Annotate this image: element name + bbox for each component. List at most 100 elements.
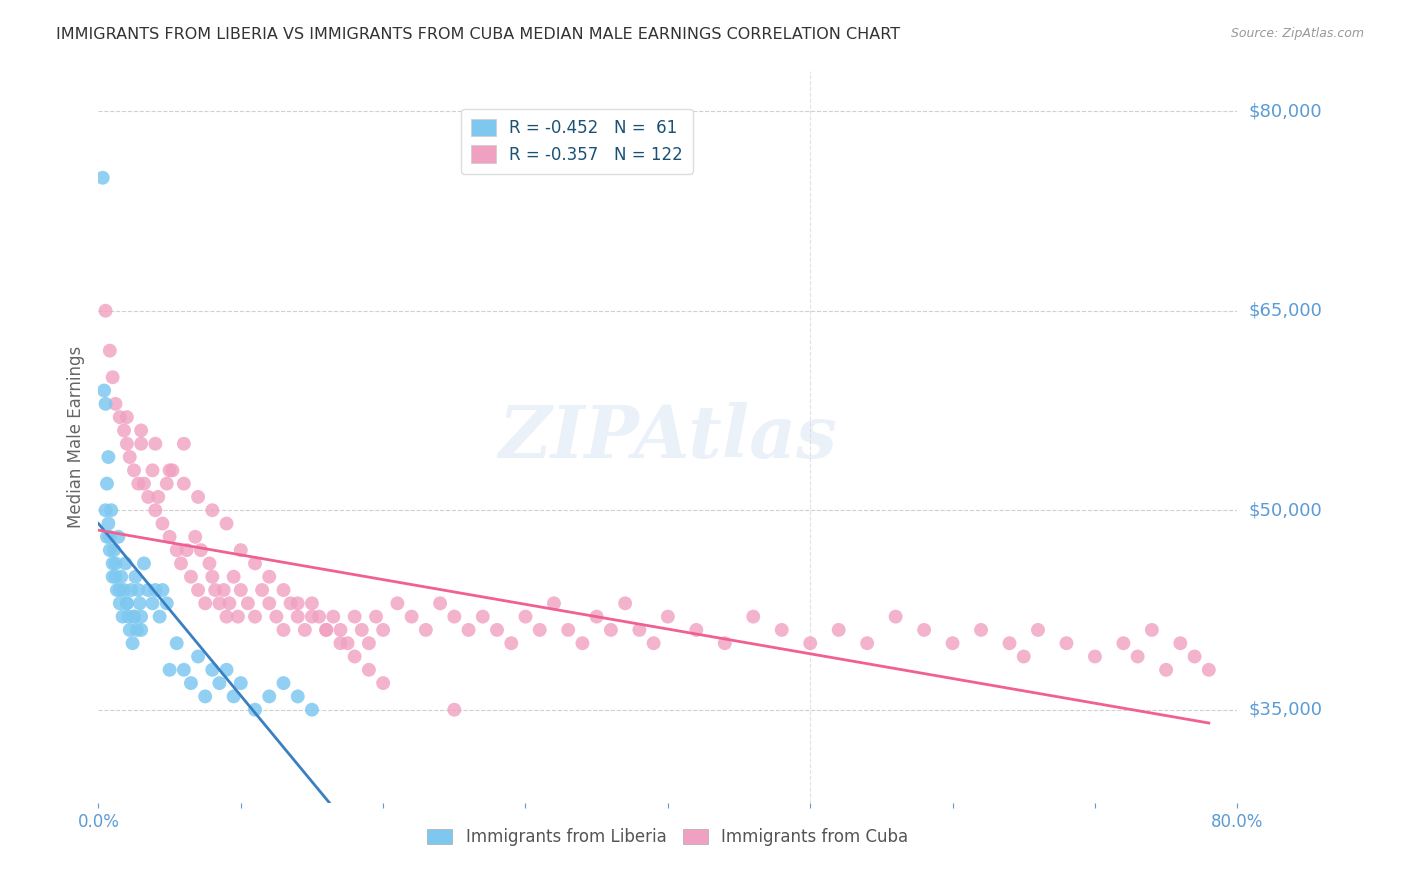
Immigrants from Liberia: [152, 582, 174, 597]
Immigrants from Liberia: [115, 596, 138, 610]
Immigrants from Cuba: [614, 596, 637, 610]
Immigrants from Liberia: [187, 649, 209, 664]
Immigrants from Cuba: [387, 596, 409, 610]
Immigrants from Liberia: [112, 582, 135, 597]
Immigrants from Cuba: [222, 570, 245, 584]
Y-axis label: Median Male Earnings: Median Male Earnings: [66, 346, 84, 528]
Immigrants from Cuba: [301, 596, 323, 610]
Immigrants from Cuba: [287, 609, 309, 624]
Immigrants from Cuba: [371, 676, 394, 690]
Immigrants from Cuba: [799, 636, 821, 650]
Immigrants from Liberia: [94, 397, 117, 411]
Immigrants from Cuba: [273, 582, 295, 597]
Immigrants from Cuba: [280, 596, 302, 610]
Immigrants from Cuba: [429, 596, 451, 610]
Immigrants from Cuba: [208, 596, 231, 610]
Immigrants from Liberia: [96, 530, 118, 544]
Immigrants from Liberia: [105, 582, 128, 597]
Immigrants from Liberia: [97, 450, 120, 464]
Immigrants from Liberia: [129, 623, 152, 637]
Immigrants from Liberia: [108, 582, 131, 597]
Immigrants from Liberia: [173, 663, 195, 677]
Immigrants from Cuba: [443, 609, 465, 624]
Immigrants from Cuba: [115, 436, 138, 450]
Immigrants from Liberia: [136, 582, 159, 597]
Immigrants from Liberia: [129, 609, 152, 624]
Immigrants from Cuba: [129, 436, 152, 450]
Immigrants from Liberia: [101, 570, 124, 584]
Immigrants from Cuba: [187, 490, 209, 504]
Immigrants from Cuba: [198, 557, 221, 571]
Immigrants from Liberia: [243, 703, 266, 717]
Immigrants from Cuba: [585, 609, 607, 624]
Immigrants from Cuba: [742, 609, 765, 624]
Immigrants from Liberia: [98, 543, 121, 558]
Immigrants from Liberia: [259, 690, 281, 704]
Immigrants from Cuba: [108, 410, 131, 425]
Immigrants from Cuba: [685, 623, 707, 637]
Immigrants from Cuba: [141, 463, 163, 477]
Immigrants from Cuba: [1198, 663, 1220, 677]
Immigrants from Liberia: [91, 170, 114, 185]
Immigrants from Liberia: [115, 596, 138, 610]
Immigrants from Cuba: [1112, 636, 1135, 650]
Immigrants from Cuba: [770, 623, 793, 637]
Immigrants from Cuba: [315, 623, 337, 637]
Immigrants from Liberia: [107, 530, 129, 544]
Text: $65,000: $65,000: [1249, 301, 1322, 319]
Text: $80,000: $80,000: [1249, 103, 1322, 120]
Immigrants from Liberia: [104, 570, 127, 584]
Immigrants from Liberia: [156, 596, 179, 610]
Immigrants from Cuba: [201, 503, 224, 517]
Immigrants from Cuba: [322, 609, 344, 624]
Immigrants from Cuba: [148, 490, 170, 504]
Immigrants from Cuba: [212, 582, 235, 597]
Immigrants from Liberia: [122, 609, 145, 624]
Immigrants from Cuba: [856, 636, 879, 650]
Immigrants from Liberia: [94, 503, 117, 517]
Immigrants from Cuba: [942, 636, 965, 650]
Immigrants from Liberia: [96, 476, 118, 491]
Immigrants from Liberia: [127, 582, 149, 597]
Immigrants from Liberia: [103, 543, 125, 558]
Immigrants from Cuba: [343, 609, 366, 624]
Immigrants from Cuba: [557, 623, 579, 637]
Immigrants from Cuba: [1140, 623, 1163, 637]
Immigrants from Cuba: [194, 596, 217, 610]
Immigrants from Cuba: [229, 543, 252, 558]
Immigrants from Cuba: [457, 623, 479, 637]
Immigrants from Cuba: [215, 516, 238, 531]
Immigrants from Liberia: [120, 582, 142, 597]
Immigrants from Liberia: [180, 676, 202, 690]
Immigrants from Cuba: [600, 623, 623, 637]
Immigrants from Liberia: [287, 690, 309, 704]
Immigrants from Cuba: [515, 609, 537, 624]
Immigrants from Cuba: [501, 636, 523, 650]
Immigrants from Liberia: [101, 557, 124, 571]
Immigrants from Cuba: [657, 609, 679, 624]
Immigrants from Liberia: [215, 663, 238, 677]
Immigrants from Cuba: [250, 582, 273, 597]
Immigrants from Cuba: [1026, 623, 1049, 637]
Immigrants from Cuba: [184, 530, 207, 544]
Immigrants from Cuba: [1056, 636, 1078, 650]
Immigrants from Cuba: [101, 370, 124, 384]
Immigrants from Cuba: [218, 596, 240, 610]
Immigrants from Liberia: [222, 690, 245, 704]
Immigrants from Cuba: [471, 609, 494, 624]
Immigrants from Cuba: [415, 623, 437, 637]
Immigrants from Liberia: [166, 636, 188, 650]
Immigrants from Cuba: [259, 596, 281, 610]
Immigrants from Cuba: [243, 609, 266, 624]
Immigrants from Liberia: [108, 596, 131, 610]
Immigrants from Cuba: [1012, 649, 1035, 664]
Immigrants from Cuba: [315, 623, 337, 637]
Immigrants from Cuba: [226, 609, 249, 624]
Immigrants from Cuba: [628, 623, 651, 637]
Immigrants from Cuba: [204, 582, 226, 597]
Immigrants from Cuba: [364, 609, 387, 624]
Immigrants from Cuba: [1154, 663, 1177, 677]
Immigrants from Cuba: [201, 570, 224, 584]
Immigrants from Cuba: [486, 623, 509, 637]
Immigrants from Liberia: [125, 623, 148, 637]
